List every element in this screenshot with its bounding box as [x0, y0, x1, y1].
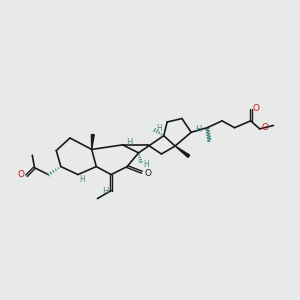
- Text: H: H: [195, 125, 201, 134]
- Polygon shape: [175, 146, 190, 158]
- Text: H: H: [102, 187, 109, 196]
- Polygon shape: [92, 134, 94, 149]
- Text: O: O: [253, 104, 260, 113]
- Text: O: O: [144, 169, 151, 178]
- Text: O: O: [262, 123, 269, 132]
- Text: H: H: [144, 160, 149, 169]
- Text: H: H: [126, 138, 133, 147]
- Text: H: H: [80, 175, 86, 184]
- Text: H: H: [156, 124, 162, 134]
- Text: O: O: [17, 170, 24, 179]
